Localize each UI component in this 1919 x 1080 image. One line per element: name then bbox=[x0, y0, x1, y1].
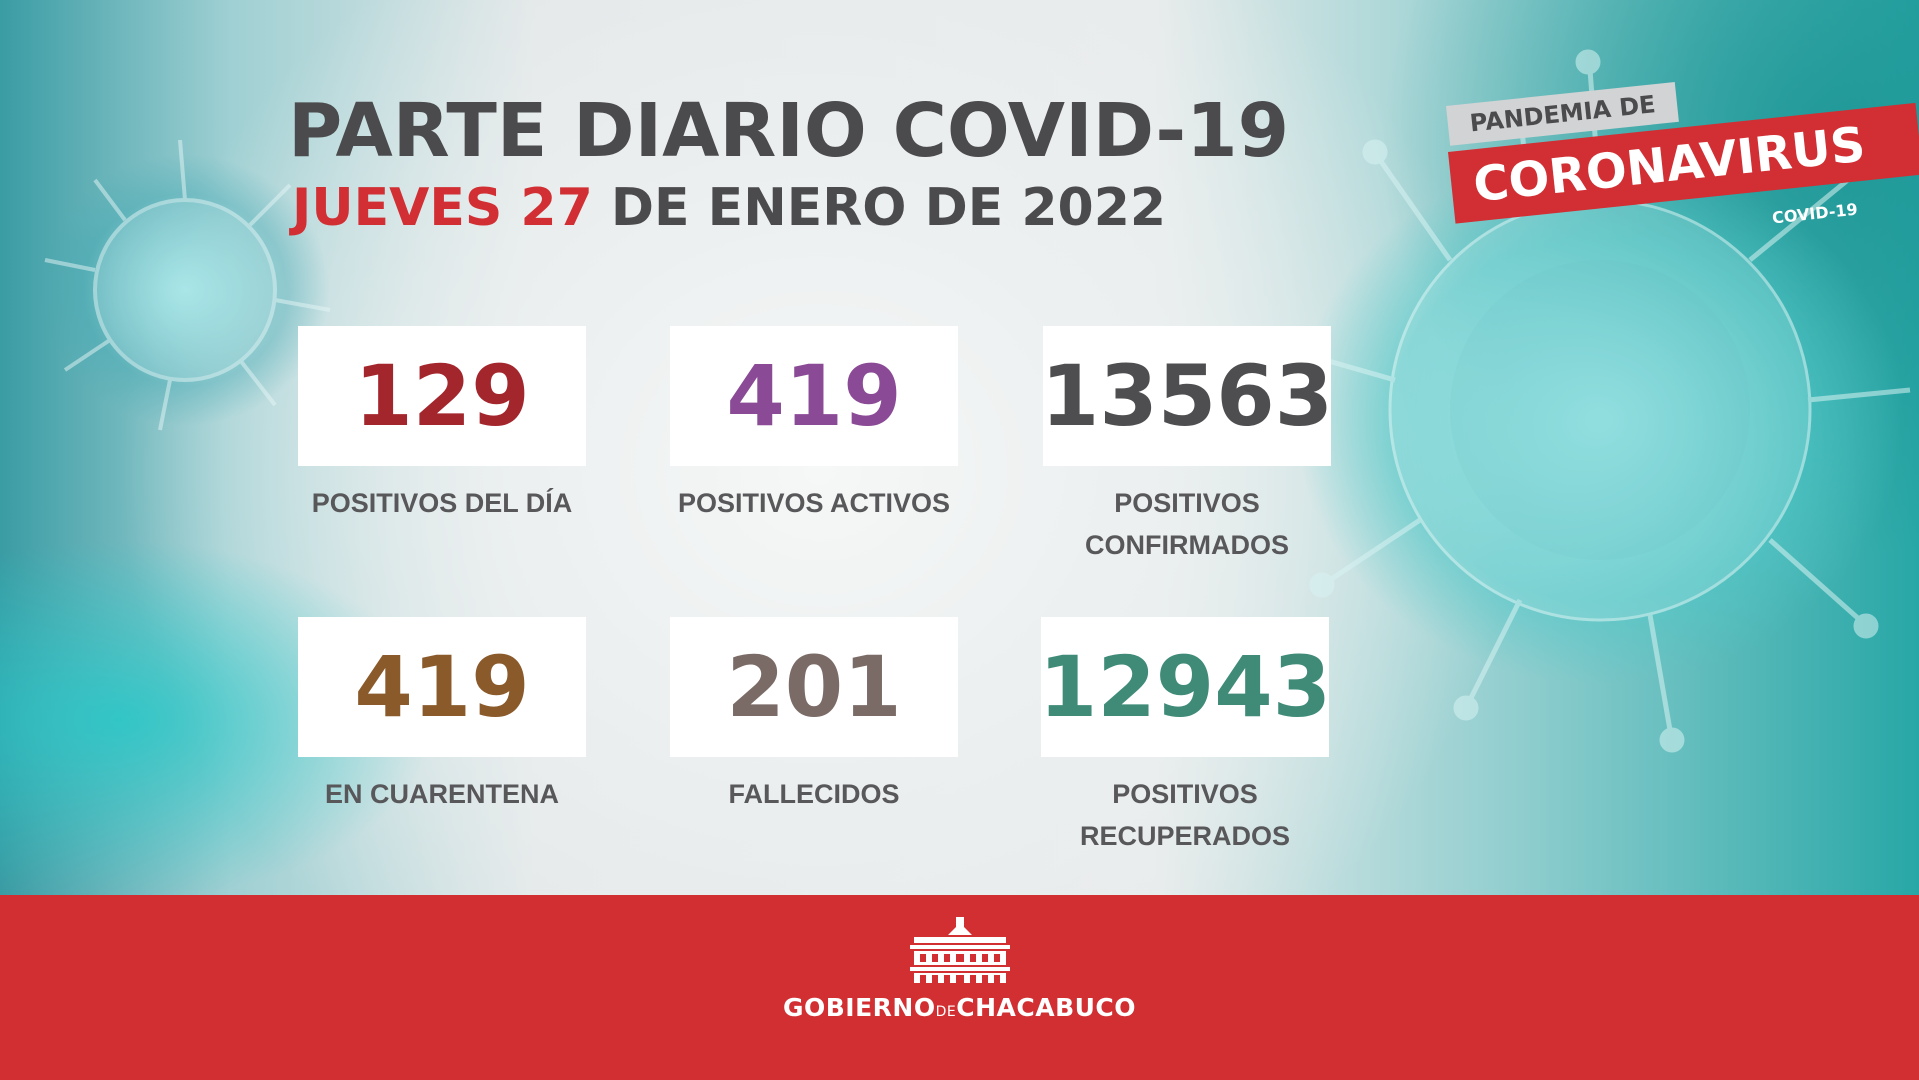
municipal-building-icon bbox=[910, 917, 1010, 983]
brand-left: GOBIERNO bbox=[782, 993, 936, 1022]
stat-value-positivos-dia: 129 bbox=[354, 347, 530, 445]
report-date-rest: DE ENERO DE 2022 bbox=[592, 178, 1167, 238]
stat-value-fallecidos: 201 bbox=[726, 638, 902, 736]
footer-bar: GOBIERNODECHACABUCO bbox=[0, 895, 1919, 1080]
page-title: PARTE DIARIO COVID-19 bbox=[288, 88, 1290, 174]
stat-label-fallecidos: FALLECIDOS bbox=[728, 779, 900, 809]
badge-sub-text: COVID-19 bbox=[1771, 199, 1859, 228]
stat-value-positivos-recuperados: 12943 bbox=[1038, 638, 1332, 736]
stat-label-positivos-dia: POSITIVOS DEL DÍA bbox=[311, 488, 573, 518]
virus-illustration-icon bbox=[1450, 260, 1750, 560]
stat-label-positivos-activos: POSITIVOS ACTIVOS bbox=[677, 488, 951, 518]
stat-card-fallecidos: 201 bbox=[670, 617, 958, 757]
stat-card-positivos-confirmados: 13563 bbox=[1040, 326, 1334, 466]
stat-card-positivos-activos: 419 bbox=[670, 326, 958, 466]
stat-label-line: RECUPERADOS bbox=[1079, 821, 1291, 851]
stat-value-positivos-activos: 419 bbox=[726, 347, 902, 445]
stat-label-positivos-recuperados: POSITIVOS RECUPERADOS bbox=[1005, 773, 1365, 857]
brand-mid: DE bbox=[935, 1004, 957, 1020]
report-date: JUEVES 27 DE ENERO DE 2022 bbox=[292, 178, 1166, 238]
stat-label-line: POSITIVOS bbox=[1114, 488, 1260, 518]
stat-label-line: POSITIVOS bbox=[1112, 779, 1258, 809]
footer-brand: GOBIERNODECHACABUCO bbox=[0, 993, 1919, 1022]
brand-right: CHACABUCO bbox=[956, 993, 1137, 1022]
stat-label-positivos-confirmados: POSITIVOS CONFIRMADOS bbox=[1007, 482, 1367, 566]
stat-card-positivos-recuperados: 12943 bbox=[1038, 617, 1332, 757]
stat-value-positivos-confirmados: 13563 bbox=[1040, 347, 1334, 445]
stat-value-en-cuarentena: 419 bbox=[354, 638, 530, 736]
report-date-day: JUEVES 27 bbox=[292, 178, 593, 238]
coronavirus-badge: PANDEMIA DE CORONAVIRUS COVID-19 bbox=[1440, 81, 1919, 240]
stat-card-positivos-dia: 129 bbox=[298, 326, 586, 466]
stat-label-line: CONFIRMADOS bbox=[1085, 530, 1289, 560]
stat-label-en-cuarentena: EN CUARENTENA bbox=[324, 779, 559, 809]
stat-card-en-cuarentena: 419 bbox=[298, 617, 586, 757]
